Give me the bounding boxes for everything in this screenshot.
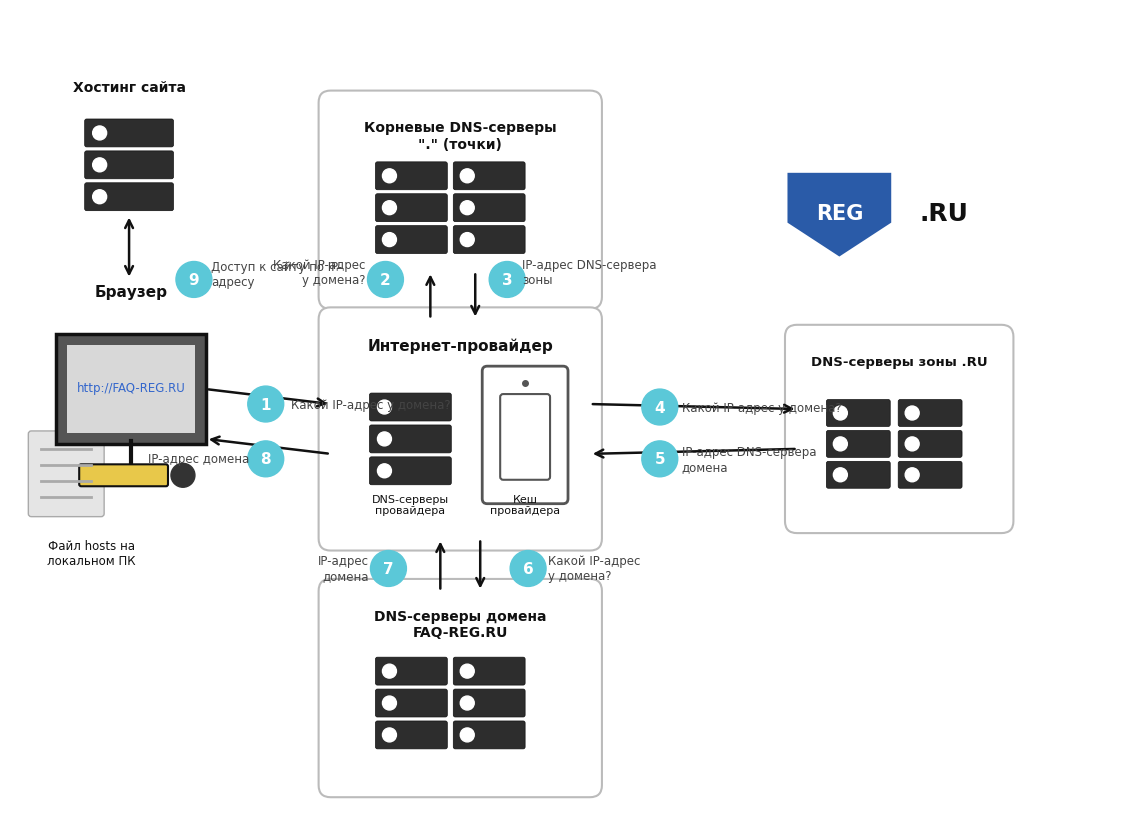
Circle shape <box>378 400 392 414</box>
Circle shape <box>489 262 526 298</box>
Text: Браузер: Браузер <box>95 285 167 300</box>
Text: Какой IP-адрес
у домена?: Какой IP-адрес у домена? <box>548 555 640 583</box>
Text: DNS-серверы
провайдера: DNS-серверы провайдера <box>372 494 449 516</box>
Text: Интернет-провайдер: Интернет-провайдер <box>368 338 553 353</box>
FancyBboxPatch shape <box>376 163 448 190</box>
FancyBboxPatch shape <box>827 400 890 427</box>
Text: 8: 8 <box>260 452 271 466</box>
Text: IP-адрес DNS-сервера
зоны: IP-адрес DNS-сервера зоны <box>522 259 656 287</box>
Text: 3: 3 <box>502 273 513 288</box>
Text: DNS-серверы домена
FAQ-REG.RU: DNS-серверы домена FAQ-REG.RU <box>374 609 546 639</box>
Circle shape <box>247 442 284 477</box>
Circle shape <box>171 464 195 488</box>
FancyBboxPatch shape <box>370 425 451 453</box>
FancyBboxPatch shape <box>898 431 962 458</box>
FancyBboxPatch shape <box>453 163 526 190</box>
FancyBboxPatch shape <box>453 194 526 222</box>
Circle shape <box>460 202 474 215</box>
FancyBboxPatch shape <box>827 461 890 489</box>
Text: .RU: .RU <box>919 202 968 226</box>
Circle shape <box>906 437 919 452</box>
Circle shape <box>460 696 474 710</box>
Circle shape <box>382 233 396 247</box>
FancyBboxPatch shape <box>370 457 451 485</box>
Text: Какой IP-адрес у домена?: Какой IP-адрес у домена? <box>681 401 842 414</box>
FancyBboxPatch shape <box>376 194 448 222</box>
Circle shape <box>642 390 678 425</box>
Circle shape <box>382 696 396 710</box>
Text: 4: 4 <box>655 400 665 415</box>
FancyBboxPatch shape <box>785 325 1013 533</box>
Text: 1: 1 <box>261 397 271 412</box>
FancyBboxPatch shape <box>85 151 174 179</box>
Circle shape <box>382 728 396 742</box>
Text: Файл hosts на
локальном ПК: Файл hosts на локальном ПК <box>47 539 135 566</box>
Circle shape <box>834 407 847 420</box>
FancyBboxPatch shape <box>370 394 451 422</box>
Circle shape <box>382 170 396 184</box>
Circle shape <box>378 433 392 447</box>
FancyBboxPatch shape <box>318 92 602 309</box>
Text: Хостинг сайта: Хостинг сайта <box>72 81 185 95</box>
FancyBboxPatch shape <box>453 689 526 717</box>
FancyBboxPatch shape <box>827 431 890 458</box>
FancyBboxPatch shape <box>376 657 448 686</box>
Text: Кеш
провайдера: Кеш провайдера <box>490 494 560 516</box>
Circle shape <box>642 442 678 477</box>
Circle shape <box>906 407 919 420</box>
Text: Доступ к сайту по IP-
адресу: Доступ к сайту по IP- адресу <box>211 261 342 289</box>
FancyBboxPatch shape <box>318 579 602 797</box>
Text: 7: 7 <box>384 562 394 576</box>
Circle shape <box>93 127 106 141</box>
Circle shape <box>371 551 406 586</box>
Circle shape <box>460 664 474 678</box>
Circle shape <box>460 233 474 247</box>
FancyBboxPatch shape <box>482 366 568 504</box>
Text: Какой IP-адрес
у домена?: Какой IP-адрес у домена? <box>274 259 365 287</box>
Circle shape <box>93 159 106 173</box>
FancyBboxPatch shape <box>500 394 550 480</box>
FancyBboxPatch shape <box>66 346 196 434</box>
Text: IP-адрес домена: IP-адрес домена <box>148 453 248 466</box>
Circle shape <box>834 468 847 482</box>
Text: IP-адрес
домена: IP-адрес домена <box>317 555 369 583</box>
Circle shape <box>906 468 919 482</box>
FancyBboxPatch shape <box>85 184 174 212</box>
FancyBboxPatch shape <box>85 120 174 148</box>
Circle shape <box>460 728 474 742</box>
FancyBboxPatch shape <box>376 721 448 749</box>
Text: IP-адрес DNS-сервера
домена: IP-адрес DNS-сервера домена <box>681 445 816 473</box>
FancyBboxPatch shape <box>453 227 526 254</box>
Polygon shape <box>788 174 891 257</box>
Circle shape <box>247 387 284 423</box>
FancyBboxPatch shape <box>453 721 526 749</box>
Text: 9: 9 <box>189 273 199 288</box>
Text: DNS-серверы зоны .RU: DNS-серверы зоны .RU <box>811 356 987 368</box>
Circle shape <box>511 551 546 586</box>
Text: 6: 6 <box>523 562 534 576</box>
Text: Корневые DNS-серверы
"." (точки): Корневые DNS-серверы "." (точки) <box>364 122 556 151</box>
FancyBboxPatch shape <box>29 432 104 517</box>
Circle shape <box>834 437 847 452</box>
Text: http://FAQ-REG.RU: http://FAQ-REG.RU <box>77 381 185 394</box>
Circle shape <box>378 464 392 478</box>
Circle shape <box>382 202 396 215</box>
Text: 5: 5 <box>655 452 665 466</box>
Circle shape <box>368 262 403 298</box>
FancyBboxPatch shape <box>79 465 168 486</box>
Circle shape <box>93 190 106 204</box>
FancyBboxPatch shape <box>376 689 448 717</box>
Circle shape <box>460 170 474 184</box>
FancyBboxPatch shape <box>453 657 526 686</box>
Circle shape <box>382 664 396 678</box>
Circle shape <box>176 262 212 298</box>
FancyBboxPatch shape <box>898 400 962 427</box>
FancyBboxPatch shape <box>318 308 602 551</box>
Text: 2: 2 <box>380 273 390 288</box>
FancyBboxPatch shape <box>56 334 206 445</box>
Text: Какой IP-адрес у домена?: Какой IP-адрес у домена? <box>291 398 450 411</box>
FancyBboxPatch shape <box>898 461 962 489</box>
Text: REG: REG <box>815 203 863 223</box>
FancyBboxPatch shape <box>376 227 448 254</box>
